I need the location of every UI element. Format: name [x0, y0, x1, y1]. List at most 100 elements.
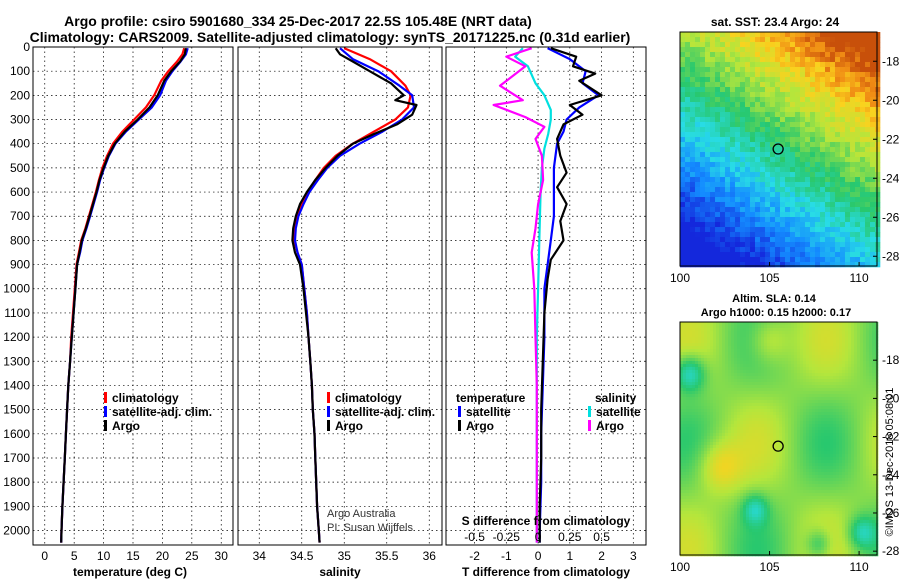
map-cell: [835, 222, 841, 228]
map-cell: [692, 337, 696, 341]
map-cell: [755, 373, 759, 377]
map-cell: [728, 484, 732, 488]
map-cell: [782, 427, 786, 431]
map-cell: [692, 433, 696, 437]
map-cell: [770, 550, 774, 554]
map-cell: [770, 529, 774, 533]
map-cell: [680, 385, 684, 389]
map-cell: [689, 520, 693, 524]
map-cell: [770, 379, 774, 383]
map-cell: [776, 370, 780, 374]
map-cell: [746, 349, 750, 353]
map-cell: [680, 550, 684, 554]
map-cell: [746, 400, 750, 404]
map-cell: [710, 137, 716, 143]
map-cell: [707, 478, 711, 482]
map-cell: [773, 496, 777, 500]
map-cell: [692, 472, 696, 476]
map-cell: [695, 358, 699, 362]
map-cell: [770, 62, 776, 68]
map-cell: [734, 502, 738, 506]
map-cell: [690, 142, 696, 148]
map-cell: [695, 469, 699, 473]
map-cell: [686, 331, 690, 335]
map-cell: [782, 466, 786, 470]
map-cell: [779, 445, 783, 449]
map-cell: [710, 325, 714, 329]
map-cell: [689, 376, 693, 380]
map-cell: [705, 222, 711, 228]
map-cell: [719, 547, 723, 551]
map-cell: [770, 436, 774, 440]
map-cell: [767, 454, 771, 458]
map-cell: [725, 212, 731, 218]
map-cell: [722, 346, 726, 350]
map-cell: [840, 182, 846, 188]
map-cell: [695, 376, 699, 380]
map-cell: [685, 202, 691, 208]
map-cell: [692, 484, 696, 488]
map-cell: [690, 147, 696, 153]
map-cell: [830, 232, 836, 238]
map-cell: [749, 502, 753, 506]
map-cell: [704, 391, 708, 395]
map-cell: [815, 127, 821, 133]
map-cell: [725, 152, 731, 158]
map-cell: [683, 397, 687, 401]
map-cell: [860, 112, 866, 118]
map-cell: [767, 430, 771, 434]
map-cell: [725, 47, 731, 53]
map-cell: [716, 427, 720, 431]
map-cell: [779, 448, 783, 452]
map-cell: [810, 97, 816, 103]
map-cell: [685, 232, 691, 238]
map-cell: [780, 172, 786, 178]
map-cell: [865, 162, 871, 168]
map-cell: [767, 361, 771, 365]
map-cell: [825, 257, 831, 263]
map-cell: [695, 32, 701, 38]
map-cell: [752, 439, 756, 443]
map-cell: [716, 334, 720, 338]
map-cell: [755, 508, 759, 512]
map-cell: [713, 415, 717, 419]
map-cell: [767, 544, 771, 548]
map-cell: [764, 397, 768, 401]
map-cell: [855, 97, 861, 103]
map-cell: [805, 202, 811, 208]
map-cell: [715, 97, 721, 103]
map-cell: [710, 162, 716, 168]
map-cell: [735, 52, 741, 58]
map-cell: [845, 112, 851, 118]
map-cell: [779, 529, 783, 533]
map-cell: [785, 526, 789, 530]
map-cell: [710, 466, 714, 470]
map-cell: [725, 187, 731, 193]
map-cell: [715, 197, 721, 203]
map-cell: [779, 433, 783, 437]
map-cell: [701, 496, 705, 500]
map-cell: [785, 466, 789, 470]
map-cell: [770, 364, 774, 368]
map-cell: [788, 544, 792, 548]
map-cell: [773, 373, 777, 377]
map-cell: [731, 379, 735, 383]
map-cell: [715, 202, 721, 208]
map-cell: [722, 367, 726, 371]
map-cell: [776, 385, 780, 389]
map-cell: [779, 406, 783, 410]
map-cell: [761, 454, 765, 458]
map-cell: [707, 451, 711, 455]
map-cell: [731, 550, 735, 554]
map-cell: [725, 331, 729, 335]
map-cell: [795, 42, 801, 48]
map-cell: [680, 541, 684, 545]
map-cell: [770, 247, 776, 253]
map-cell: [795, 67, 801, 73]
map-cell: [850, 222, 856, 228]
map-cell: [719, 484, 723, 488]
map-cell: [755, 442, 759, 446]
map-cell: [695, 37, 701, 43]
map-cell: [785, 400, 789, 404]
map-cell: [770, 157, 776, 163]
